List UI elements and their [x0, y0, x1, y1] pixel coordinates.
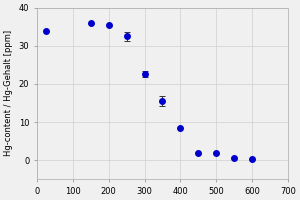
Y-axis label: Hg-content / Hg-Gehalt [ppm]: Hg-content / Hg-Gehalt [ppm]	[4, 30, 13, 156]
